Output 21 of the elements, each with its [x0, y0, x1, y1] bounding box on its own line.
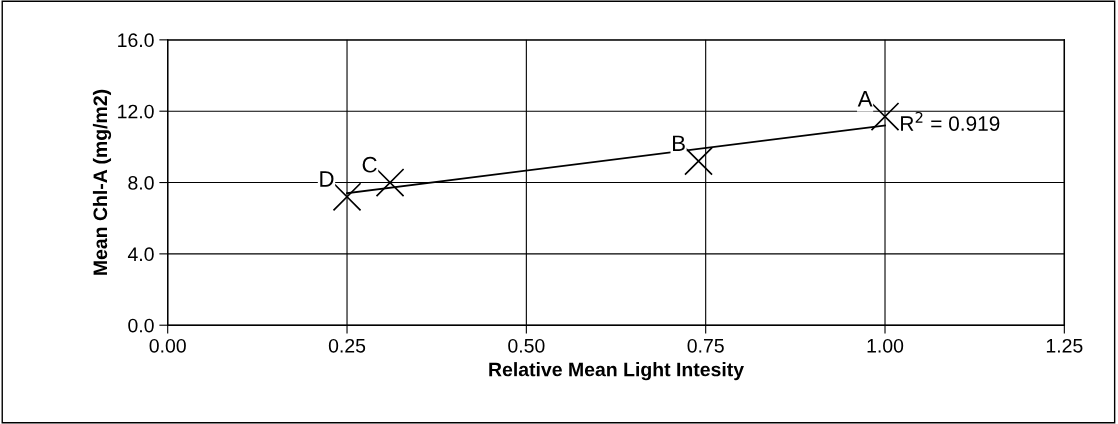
- y-tick-label: 16.0: [118, 33, 154, 48]
- point: [375, 168, 405, 197]
- y-axis-title: Mean Chl-A (mg/m2): [92, 89, 112, 275]
- x-tick-label: 0.25: [328, 338, 366, 353]
- y-tick-label: 8.0: [128, 176, 154, 190]
- annotation: D: [320, 171, 334, 187]
- point: [684, 146, 713, 176]
- x-tick-label: 0.00: [149, 338, 186, 353]
- y-tick-label: 12.0: [118, 104, 154, 119]
- annotation: R$^{2}$ = 0.919: [901, 111, 1000, 131]
- x-tick-label: 0.75: [687, 338, 724, 353]
- y-tick-label: 0.0: [128, 318, 154, 333]
- x-tick-label: 0.50: [508, 338, 545, 353]
- x-tick-label: 1.25: [1046, 338, 1083, 353]
- annotation: B: [673, 135, 685, 151]
- x-tick-label: 1.00: [867, 338, 904, 353]
- annotation: C: [362, 156, 377, 173]
- point: [332, 182, 362, 212]
- annotation: A: [857, 91, 873, 107]
- x-axis-title: Relative Mean Light Intesity: [489, 362, 744, 381]
- y-tick-label: 4.0: [127, 247, 154, 262]
